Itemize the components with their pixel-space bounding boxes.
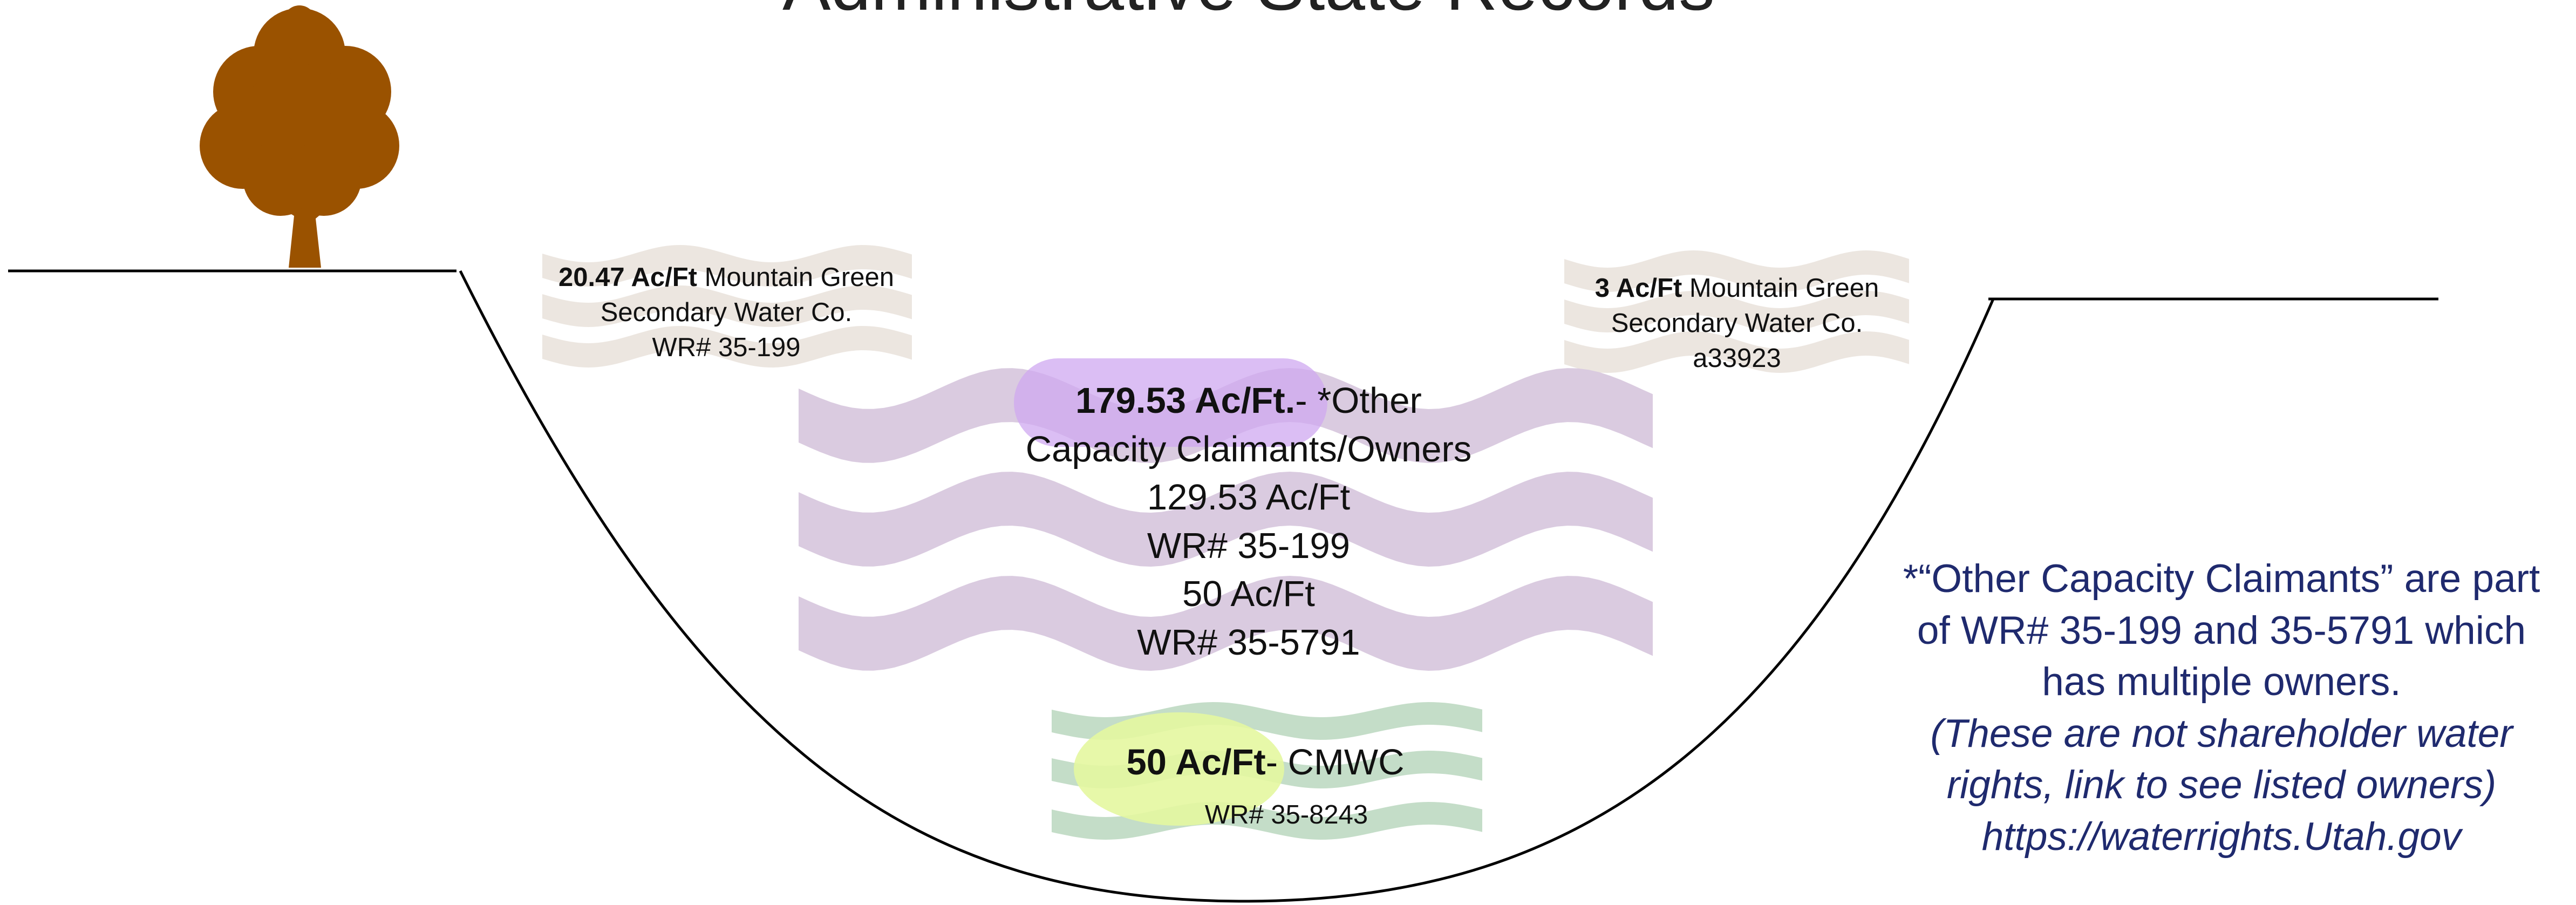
label-line: Capacity Claimants/Owners (1026, 425, 1472, 474)
label-line: Mountain Green (697, 263, 894, 292)
label-line: WR# 35-8243 (1205, 799, 1368, 831)
center-label: 179.53 Ac/Ft.- *Other Capacity Claimants… (1026, 377, 1472, 667)
page: Administrative State Records 20.47 Ac/Ft… (0, 0, 2576, 905)
label-line: WR# 35-199 (1026, 522, 1472, 570)
amount: 20.47 Ac/Ft (558, 263, 697, 292)
note-line: *“Other Capacity Claimants” are part (1903, 553, 2540, 605)
bottom-label-sub: WR# 35-8243 (1205, 799, 1368, 831)
note-line: has multiple owners. (1903, 656, 2540, 708)
note-line: rights, link to see listed owners) (1903, 759, 2540, 811)
note: *“Other Capacity Claimants” are part of … (1903, 553, 2540, 863)
tree (200, 5, 399, 268)
note-line: of WR# 35-199 and 35-5791 which (1903, 605, 2540, 657)
note-line: https://waterrights.Utah.gov (1903, 811, 2540, 863)
amount: 50 Ac/Ft (1127, 742, 1266, 782)
label-line: Secondary Water Co. (1595, 306, 1879, 341)
label-line: Secondary Water Co. (558, 295, 894, 330)
title: Administrative State Records (782, 0, 1715, 25)
label-line: - CMWC (1266, 742, 1405, 782)
amount: 3 Ac/Ft (1595, 274, 1682, 303)
label-line: 129.53 Ac/Ft (1026, 473, 1472, 522)
bottom-label: 50 Ac/Ft- CMWC (1127, 739, 1405, 786)
label-line: a33923 (1595, 341, 1879, 376)
label-line: - *Other (1295, 380, 1422, 421)
note-line: (These are not shareholder water (1903, 708, 2540, 760)
label-line: WR# 35-199 (558, 330, 894, 365)
label-line: 50 Ac/Ft (1026, 570, 1472, 618)
label-line: Mountain Green (1682, 274, 1879, 303)
left-label: 20.47 Ac/Ft Mountain Green Secondary Wat… (558, 260, 894, 365)
label-line: WR# 35-5791 (1026, 618, 1472, 667)
amount: 179.53 Ac/Ft. (1075, 380, 1295, 421)
right-label: 3 Ac/Ft Mountain Green Secondary Water C… (1595, 271, 1879, 376)
